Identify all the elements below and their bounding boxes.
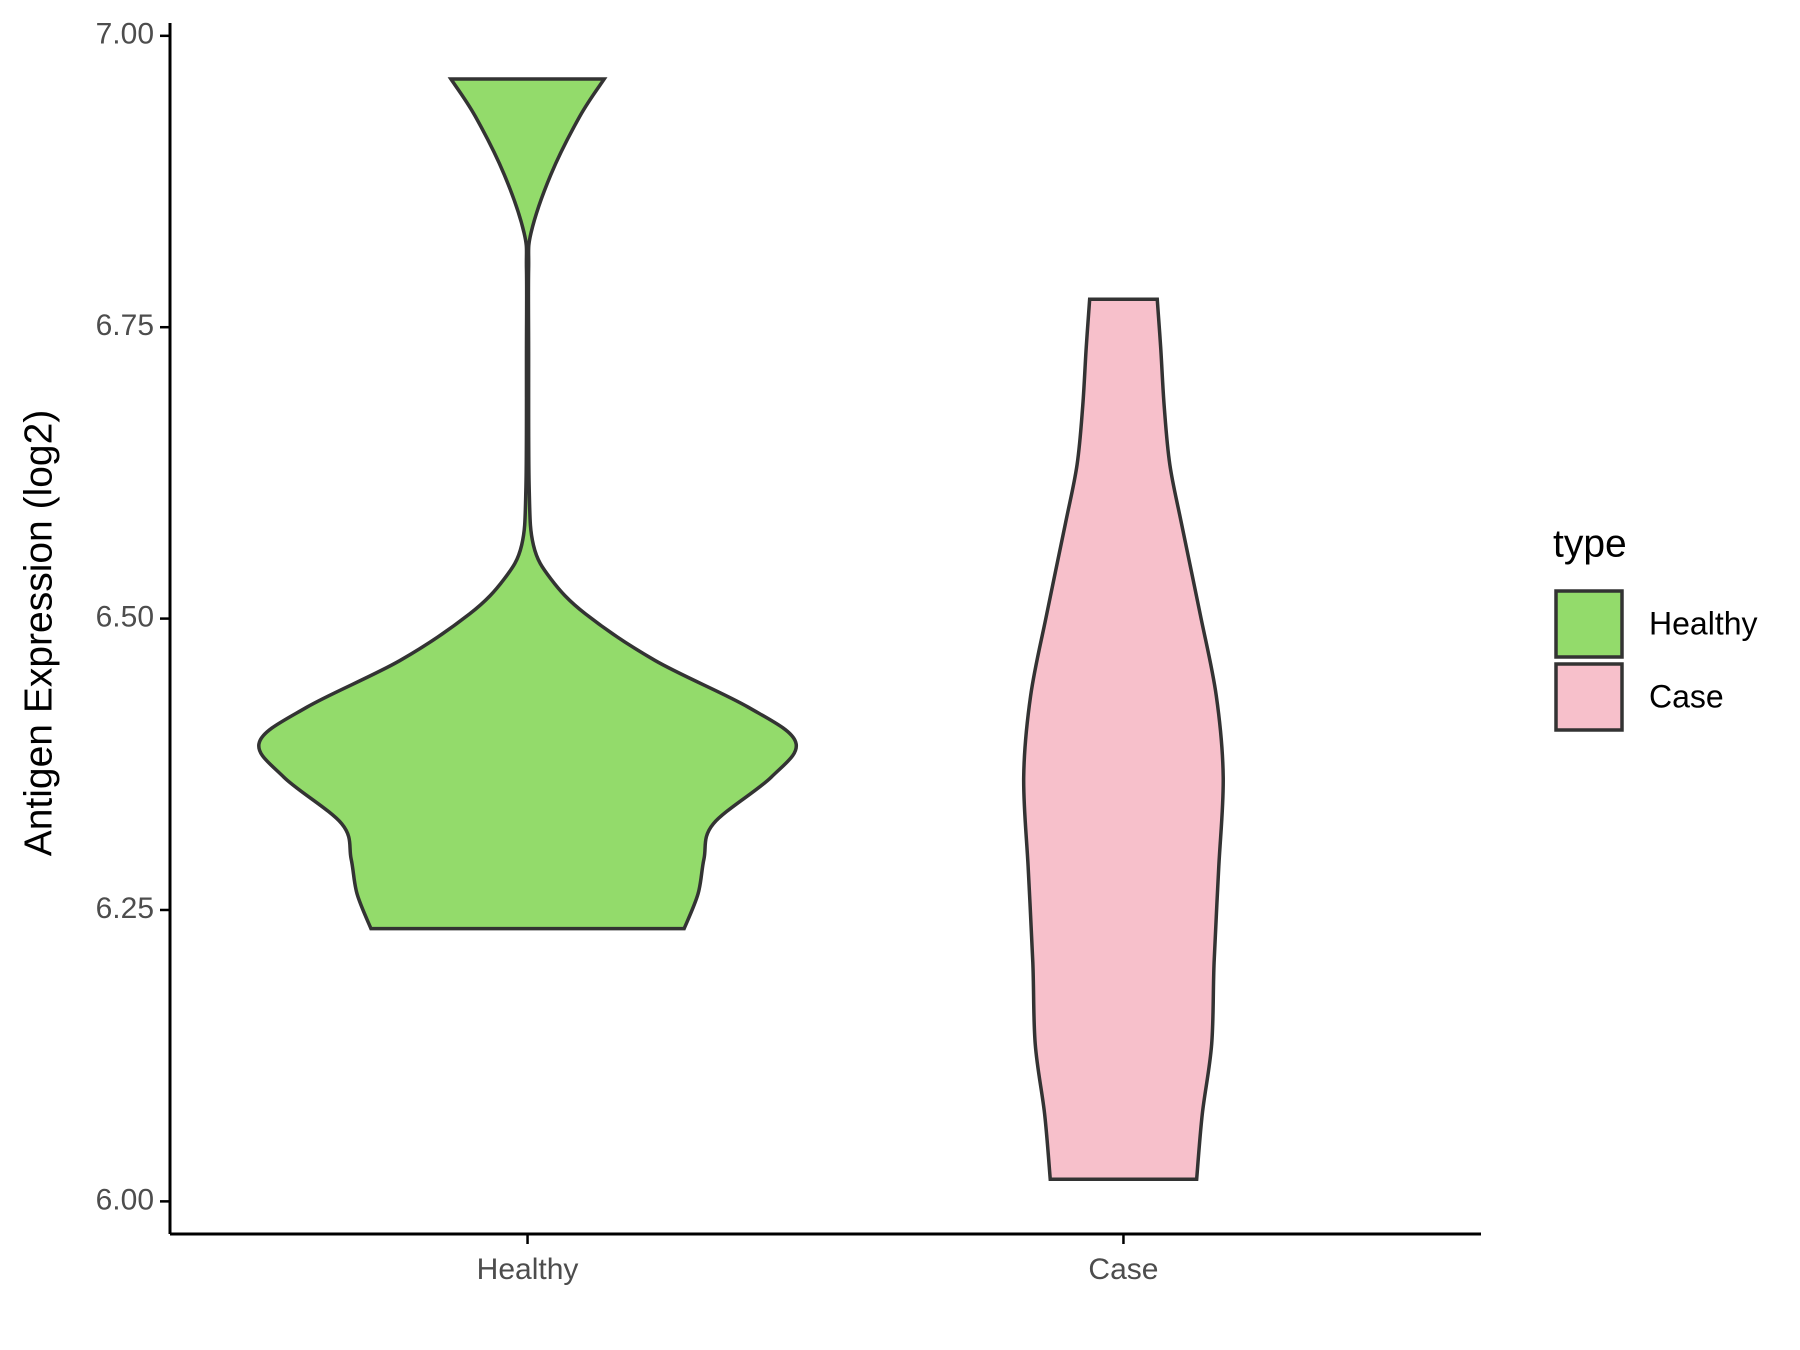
legend-label: Case xyxy=(1649,678,1724,714)
x-tick-label: Healthy xyxy=(477,1253,579,1286)
y-tick-label: 7.00 xyxy=(96,18,154,51)
y-axis-title: Antigen Expression (log2) xyxy=(17,410,60,857)
y-tick-label: 6.50 xyxy=(96,601,154,634)
x-tick-label: Case xyxy=(1088,1253,1158,1286)
y-tick-label: 6.25 xyxy=(96,892,154,925)
violin xyxy=(257,77,799,931)
legend-key xyxy=(1554,589,1624,659)
y-tick-label: 6.75 xyxy=(96,309,154,342)
legend-key xyxy=(1554,662,1624,732)
violin xyxy=(1021,297,1225,1181)
legend-title: type xyxy=(1553,522,1627,565)
legend-label: Healthy xyxy=(1649,605,1758,641)
y-tick-label: 6.00 xyxy=(96,1183,154,1216)
